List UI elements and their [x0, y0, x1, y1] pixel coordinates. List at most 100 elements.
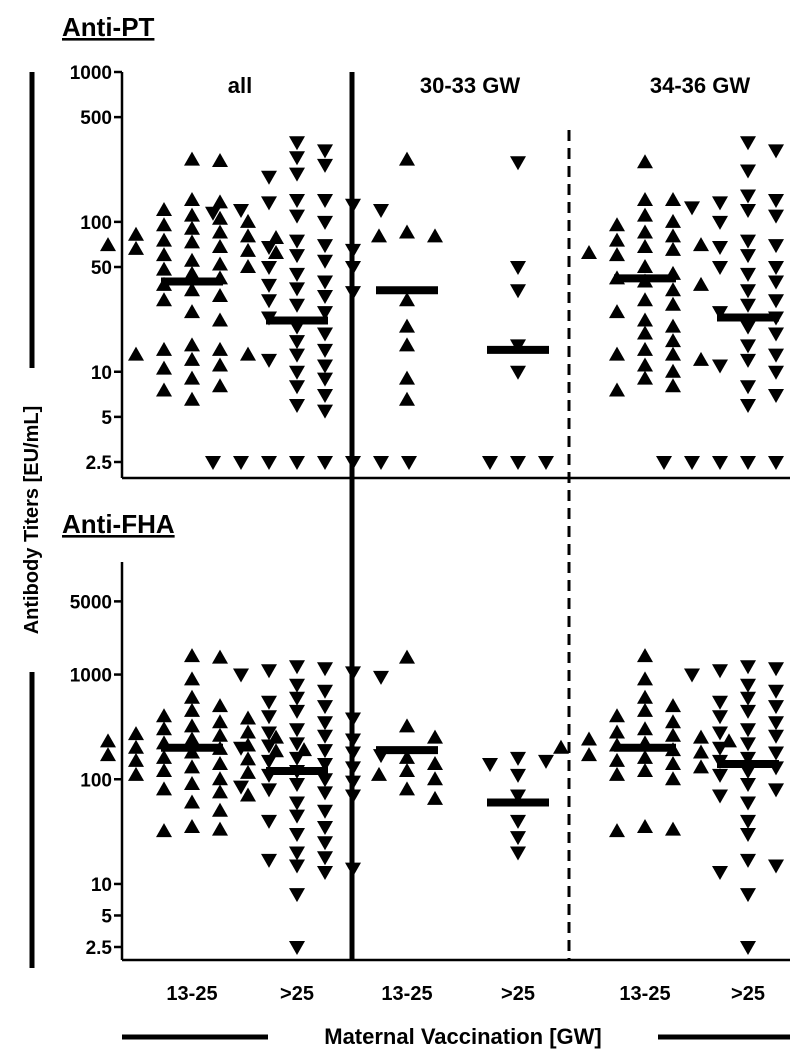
data-point-triangle-down: [768, 729, 784, 744]
group-label-30-33: 30-33 GW: [420, 73, 520, 98]
data-point-triangle-down: [510, 261, 526, 275]
data-point-triangle-up: [693, 729, 709, 744]
data-point-triangle-down: [740, 189, 756, 204]
data-point-triangle-up: [156, 247, 172, 262]
data-point-triangle-down: [205, 456, 221, 470]
data-point-triangle-down: [261, 783, 277, 798]
data-point-triangle-down: [289, 723, 305, 738]
data-point-triangle-down: [684, 201, 700, 216]
data-point-triangle-up: [665, 821, 681, 836]
data-point-triangle-down: [740, 380, 756, 395]
data-point-triangle-up: [665, 296, 681, 311]
data-point-triangle-up: [609, 766, 625, 781]
data-point-triangle-up: [581, 244, 597, 259]
data-point-triangle-down: [317, 239, 333, 254]
data-point-triangle-up: [371, 228, 387, 243]
data-point-triangle-up: [212, 771, 228, 786]
data-point-triangle-up: [399, 391, 415, 406]
data-point-triangle-down: [538, 456, 554, 470]
data-points: [100, 136, 784, 955]
group-label-all: all: [228, 73, 252, 98]
x-category-label: 13-25: [166, 983, 217, 1005]
data-point-triangle-up: [399, 781, 415, 796]
data-point-triangle-up: [184, 370, 200, 385]
data-point-triangle-up: [184, 671, 200, 686]
data-point-triangle-down: [345, 286, 361, 301]
data-point-triangle-down: [740, 164, 756, 179]
data-point-triangle-up: [637, 689, 653, 704]
data-point-triangle-down: [768, 746, 784, 761]
data-point-triangle-up: [240, 242, 256, 257]
data-point-triangle-up: [637, 292, 653, 307]
data-point-triangle-up: [637, 357, 653, 372]
data-point-triangle-down: [373, 456, 389, 470]
data-point-triangle-down: [317, 359, 333, 374]
data-point-triangle-down: [401, 456, 417, 470]
data-point-triangle-down: [768, 239, 784, 254]
data-point-triangle-down: [768, 859, 784, 874]
data-point-triangle-up: [637, 207, 653, 222]
data-point-triangle-up: [212, 152, 228, 167]
data-point-triangle-down: [345, 666, 361, 681]
data-point-triangle-up: [184, 304, 200, 319]
data-point-triangle-up: [128, 726, 144, 741]
data-point-triangle-up: [100, 237, 116, 252]
data-point-triangle-up: [156, 202, 172, 217]
data-point-triangle-up: [665, 714, 681, 729]
data-point-triangle-down: [345, 789, 361, 804]
data-point-triangle-down: [317, 773, 333, 788]
data-point-triangle-down: [684, 668, 700, 683]
data-point-triangle-up: [399, 749, 415, 764]
data-point-triangle-down: [768, 388, 784, 403]
x-category-label: >25: [501, 983, 535, 1005]
data-point-triangle-down: [317, 254, 333, 269]
data-point-triangle-down: [740, 204, 756, 219]
y-tick-label: 100: [80, 770, 112, 791]
data-point-triangle-up: [637, 341, 653, 356]
data-point-triangle-up: [212, 755, 228, 770]
data-point-triangle-up: [637, 224, 653, 239]
data-point-triangle-up: [399, 224, 415, 239]
data-point-triangle-down: [768, 327, 784, 342]
data-point-triangle-down: [740, 814, 756, 829]
data-point-triangle-down: [289, 249, 305, 264]
data-point-triangle-up: [156, 232, 172, 247]
data-point-triangle-down: [712, 261, 728, 275]
data-point-triangle-down: [712, 710, 728, 725]
data-point-triangle-down: [656, 456, 672, 470]
data-point-triangle-up: [212, 210, 228, 225]
data-point-triangle-up: [637, 749, 653, 764]
data-point-triangle-up: [427, 729, 443, 744]
data-point-triangle-up: [100, 733, 116, 748]
data-point-triangle-down: [317, 158, 333, 173]
data-point-triangle-down: [289, 456, 305, 470]
data-point-triangle-down: [510, 156, 526, 171]
data-point-triangle-down: [317, 215, 333, 230]
data-point-triangle-down: [345, 198, 361, 213]
data-point-triangle-up: [637, 702, 653, 717]
data-point-triangle-down: [740, 298, 756, 313]
data-point-triangle-down: [768, 783, 784, 798]
y-tick-label: 2.5: [86, 453, 113, 474]
data-point-triangle-down: [740, 853, 756, 868]
data-point-triangle-down: [289, 151, 305, 166]
data-point-triangle-up: [609, 217, 625, 232]
data-point-triangle-down: [740, 660, 756, 675]
data-point-triangle-down: [317, 404, 333, 419]
data-point-triangle-down: [261, 710, 277, 725]
data-point-triangle-up: [184, 776, 200, 791]
data-point-triangle-down: [317, 820, 333, 835]
data-point-triangle-up: [637, 671, 653, 686]
data-point-triangle-up: [212, 784, 228, 799]
data-point-triangle-down: [289, 778, 305, 793]
data-point-triangle-up: [693, 744, 709, 759]
data-point-triangle-down: [740, 941, 756, 955]
data-point-triangle-down: [289, 348, 305, 363]
data-point-triangle-down: [289, 796, 305, 811]
data-point-triangle-down: [261, 196, 277, 211]
data-point-triangle-down: [345, 862, 361, 877]
data-point-triangle-down: [261, 261, 277, 275]
data-point-triangle-down: [261, 754, 277, 769]
data-point-triangle-down: [740, 723, 756, 738]
data-point-triangle-up: [240, 710, 256, 725]
